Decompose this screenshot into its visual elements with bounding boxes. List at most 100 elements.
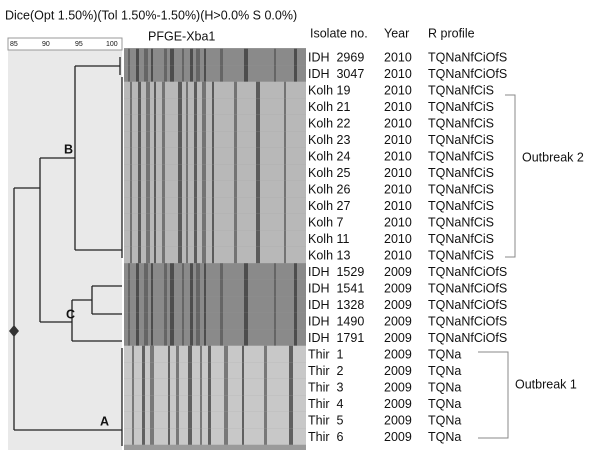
gel-band [162,114,165,132]
gel-band [151,65,153,82]
isolate: Kolh 13 [308,248,350,262]
gel-band [194,197,197,214]
gel-band [212,246,214,264]
isolate: Kolh 27 [308,199,350,213]
gel-band [202,81,206,99]
gel-band [142,362,145,379]
gel-band [170,312,174,330]
gel-lane [124,98,306,115]
gel-band [234,164,237,181]
r-profile: TQNa [428,413,461,427]
gel-band [142,428,145,445]
gel-band [202,246,206,264]
gel-band [204,279,206,297]
gel-band [178,131,182,148]
gel-band [142,411,145,429]
gel-band [212,98,214,115]
gel-lane [124,81,306,99]
gel-band [186,81,188,99]
gel-band [212,213,214,231]
gel-band [256,230,260,247]
gel-band [182,263,184,280]
gel-band [150,378,154,396]
gel-band [202,98,206,115]
gel-band [162,147,165,165]
gel-band [130,114,132,132]
gel-band [146,230,150,247]
gel-band [200,378,202,396]
gel-lane [124,164,306,181]
gel-band [146,131,150,148]
gel-band [146,114,150,132]
gel-band [130,197,132,214]
gel-lane [124,230,306,247]
gel-band [176,428,179,445]
r-profile: TQNa [428,397,461,411]
gel-band [244,263,248,280]
gel-band [242,378,244,396]
gel-band [274,65,276,82]
gel-band [151,296,153,313]
gel-band [132,411,134,429]
gel-band [196,296,200,313]
gel-band [142,378,145,396]
gel-band [178,246,182,264]
gel-band [194,114,197,132]
r-profile: TQNaNfCiS [428,182,494,196]
gel-band [136,263,139,280]
scale-label: 90 [42,41,50,48]
year: 2009 [384,430,412,444]
year: 2010 [384,149,412,163]
gel-band [151,329,153,346]
gel-band [196,48,200,66]
gel-band [202,164,206,181]
scale-ruler [7,37,123,51]
gel-band [284,180,286,198]
gel-band [194,180,197,198]
gel-band [212,230,214,247]
isolate: IDH 1791 [308,331,364,345]
gel-band [224,378,228,396]
clade-label: B [64,142,73,156]
gel-band [178,197,182,214]
gel-lane [124,147,306,165]
gel-band [234,180,237,198]
gel-band [284,246,286,264]
gel-band [188,411,192,429]
gel-band [150,395,154,412]
gel-band [178,164,182,181]
gel-band [136,312,139,330]
gel-band [190,48,193,66]
gel-band [164,312,167,330]
r-profile: TQNaNfCiOfS [428,67,507,81]
gel-band [188,428,192,445]
gel-band [146,180,150,198]
gel-band [154,230,156,247]
gel-band [168,345,170,363]
gel-band [162,98,165,115]
gel-band [144,65,148,82]
gel-band [234,246,237,264]
year: 2010 [384,215,412,229]
gel-band [212,131,214,148]
gel-band [136,329,139,346]
gel-band [138,213,141,231]
gel-band [274,329,276,346]
gel-band [294,329,297,346]
gel-band [274,312,276,330]
gel-band [138,114,141,132]
gel-band [151,48,153,66]
gel-band [212,164,214,181]
r-profile: TQNaNfCiOfS [428,331,507,345]
gel-band [168,395,170,412]
gel-band [151,279,153,297]
gel-lane [124,213,306,231]
gel-band [150,345,154,363]
gel-lane [124,312,306,330]
gel-band [220,296,223,313]
gel-band [294,312,297,330]
r-profile: TQNaNfCiS [428,100,494,114]
gel-band [256,131,260,148]
r-profile: TQNaNfCiS [428,166,494,180]
gel-band [204,65,206,82]
